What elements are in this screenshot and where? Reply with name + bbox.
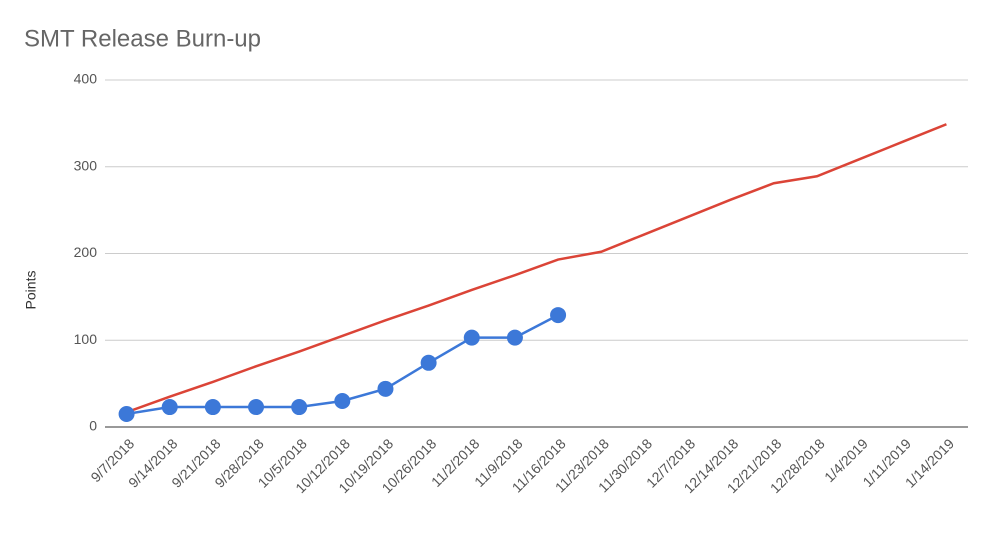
data-point	[118, 405, 135, 422]
y-tick-label: 100	[74, 331, 98, 347]
data-point	[334, 392, 351, 409]
data-point	[377, 380, 394, 397]
y-tick-label: 0	[89, 418, 97, 434]
y-tick-label: 200	[74, 244, 98, 260]
data-point	[204, 399, 221, 416]
data-point	[248, 399, 265, 416]
y-axis-label: Points	[23, 271, 39, 310]
chart-title: SMT Release Burn-up	[24, 25, 261, 52]
y-tick-label: 300	[74, 157, 98, 173]
data-point	[161, 399, 178, 416]
y-tick-label: 400	[74, 71, 98, 87]
series-line	[126, 123, 947, 414]
data-point	[463, 329, 480, 346]
data-point	[420, 354, 437, 371]
data-point	[550, 307, 567, 324]
data-point	[291, 399, 308, 416]
data-point	[506, 329, 523, 346]
